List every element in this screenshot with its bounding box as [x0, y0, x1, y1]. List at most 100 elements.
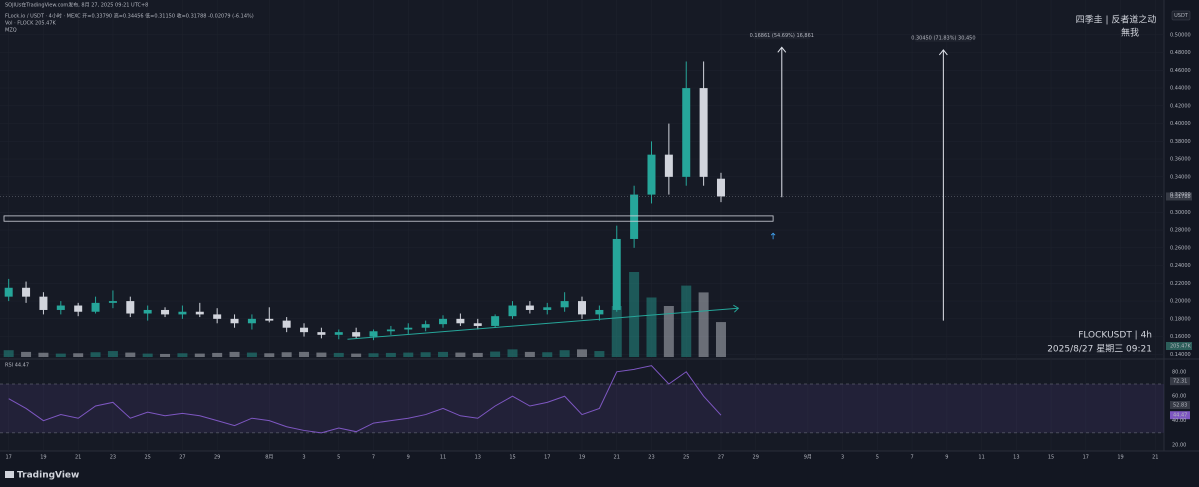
candle-body	[525, 305, 534, 310]
candle-body	[595, 309, 604, 315]
rsi-marker-box	[1170, 377, 1190, 386]
candle-body	[56, 305, 65, 310]
y-tick-label: 0.34000	[1170, 174, 1191, 180]
last-volume-label: 205.47K	[1170, 344, 1191, 350]
volume-bar	[125, 352, 136, 357]
volume-bar	[73, 353, 84, 357]
x-tick-label: 7	[372, 455, 375, 461]
volume-bar	[368, 353, 379, 357]
candle-body	[300, 327, 309, 333]
volume-bar	[299, 351, 310, 357]
x-tick-label: 23	[648, 455, 654, 461]
candle-body	[247, 318, 256, 324]
x-tick-label: 29	[214, 455, 220, 461]
volume-bar	[55, 353, 66, 357]
x-tick-label: 23	[110, 455, 116, 461]
x-tick-label: 15	[1048, 455, 1054, 461]
volume-bar	[594, 351, 605, 357]
volume-bar	[611, 306, 622, 357]
x-tick-label: 13	[1013, 455, 1019, 461]
y-tick-label: 0.18000	[1170, 316, 1191, 322]
currency-box	[1171, 10, 1191, 21]
volume-bar	[472, 352, 483, 357]
x-tick-label: 19	[1117, 455, 1123, 461]
volume-bar	[246, 352, 257, 357]
volume-bar	[160, 353, 171, 357]
measure-label: 0.30450 (71.83%) 30,450	[911, 35, 975, 41]
y-tick-label: 0.36000	[1170, 157, 1191, 163]
rsi-marker-box	[1170, 411, 1190, 420]
volume-bar	[90, 352, 101, 357]
candle-body	[161, 309, 170, 315]
watermark: 無我	[1121, 27, 1139, 39]
candle-body	[421, 324, 430, 328]
rsi-marker-label: 44.47	[1173, 413, 1187, 419]
candle-body	[39, 296, 48, 310]
volume-bar	[38, 352, 49, 357]
rsi-title: RSI 44.47	[5, 363, 29, 369]
rsi-tick-label: 60.00	[1172, 394, 1186, 400]
trend-arrowhead	[733, 304, 740, 313]
candle-body	[74, 305, 83, 312]
brand: TradingView	[17, 471, 79, 481]
rsi-band	[0, 384, 1164, 433]
zone	[3, 215, 774, 222]
currency: USDT	[1174, 13, 1189, 19]
logo-mark	[5, 471, 14, 478]
legend-line: Vol · FLOCK 205.47K	[5, 21, 57, 27]
x-tick-label: 9	[407, 455, 410, 461]
x-tick-label: 5	[876, 455, 879, 461]
x-tick-label: 9月	[804, 455, 812, 461]
candle-body	[456, 318, 465, 324]
candle-body	[4, 287, 13, 297]
x-tick-label: 13	[475, 455, 481, 461]
candle-body	[404, 327, 413, 330]
volume-bar	[507, 349, 518, 357]
x-tick-label: 8月	[265, 455, 273, 461]
candle-body	[560, 301, 569, 308]
candle-body	[91, 302, 100, 312]
volume-bar	[264, 353, 275, 357]
x-tick-label: 25	[144, 455, 150, 461]
y-tick-label: 0.16000	[1170, 334, 1191, 340]
candle-body	[716, 178, 725, 197]
candle-body	[647, 154, 656, 195]
volume-bar	[316, 352, 327, 357]
volume-bar	[107, 351, 118, 357]
volume-bar	[333, 352, 344, 357]
candle-body	[317, 332, 326, 335]
volume-bar	[194, 353, 205, 357]
volume-bar	[715, 322, 726, 357]
rsi-marker-box	[1170, 400, 1190, 409]
y-tick-label: 0.32000	[1170, 192, 1191, 198]
volume-bar	[229, 351, 240, 357]
candle-body	[143, 309, 152, 314]
candle-body	[386, 329, 395, 332]
x-tick-label: 19	[40, 455, 46, 461]
volume-bar	[212, 352, 223, 357]
candle-body	[195, 311, 204, 315]
x-tick-label: 11	[978, 455, 984, 461]
y-tick-label: 0.46000	[1170, 68, 1191, 74]
measure-label: 0.16861 (54.69%) 16,861	[750, 33, 814, 39]
y-tick-label: 0.20000	[1170, 299, 1191, 305]
candle-body	[612, 238, 621, 310]
trend-line	[347, 307, 739, 340]
candle-body	[352, 332, 361, 337]
volume-bar	[455, 352, 466, 357]
brand-logo	[5, 471, 14, 478]
y-tick-label: 0.44000	[1170, 86, 1191, 92]
volume-bar	[629, 272, 640, 357]
x-tick-label: 21	[614, 455, 620, 461]
volume-bar	[490, 351, 501, 357]
x-tick-label: 9	[945, 455, 948, 461]
y-tick-label: 0.38000	[1170, 139, 1191, 145]
y-tick-label: 0.50000	[1170, 32, 1191, 38]
volume-bar	[385, 352, 396, 357]
candle-body	[126, 301, 135, 314]
candle-body	[543, 307, 552, 310]
x-tick-label: 21	[1152, 455, 1158, 461]
measure-label-box	[753, 31, 810, 40]
x-tick-label: 3	[302, 455, 305, 461]
